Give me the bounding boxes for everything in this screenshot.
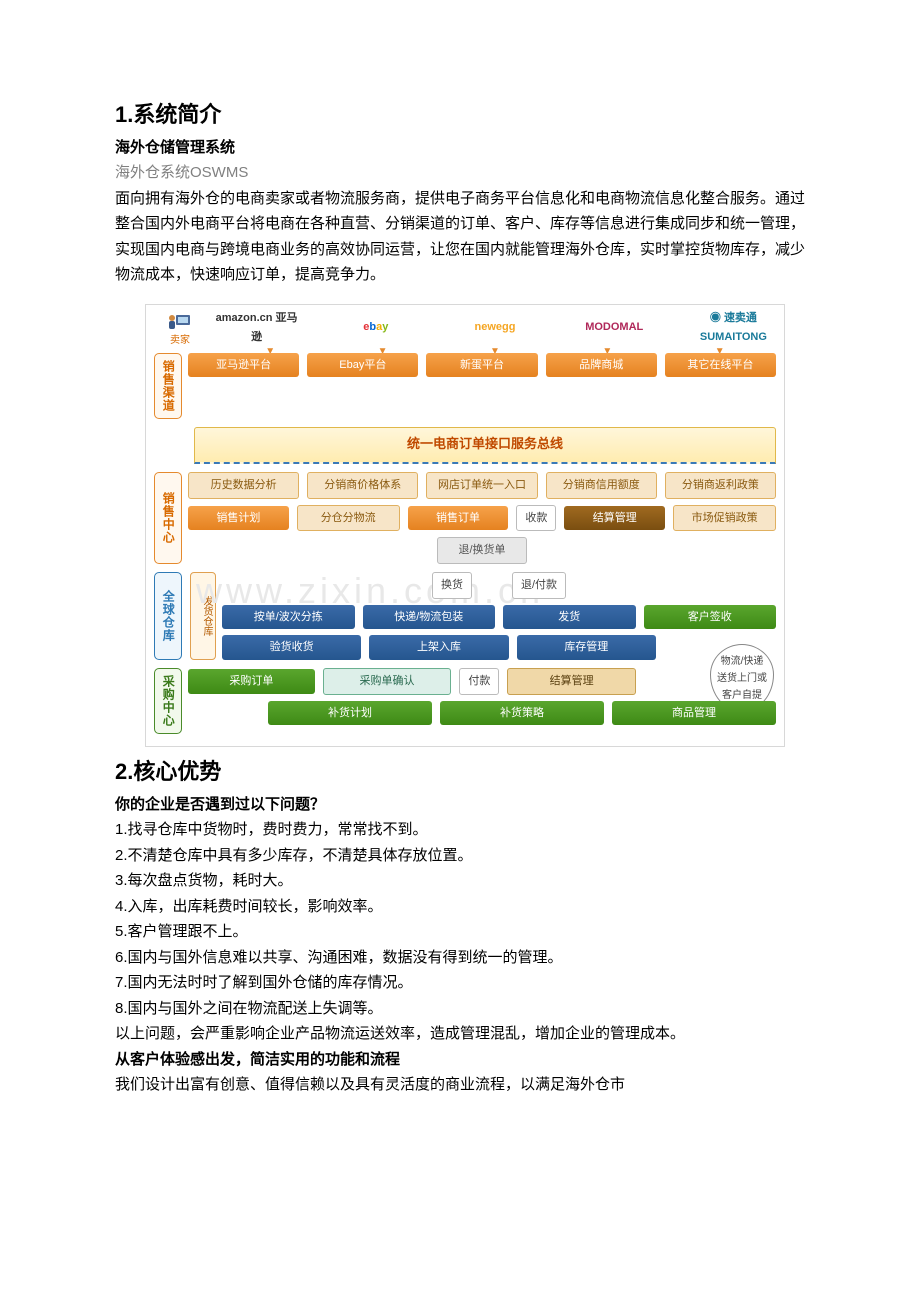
logo-newegg: newegg <box>452 318 537 337</box>
vlabel-warehouse: 全球仓库 <box>154 572 182 660</box>
center-chip: 历史数据分析 <box>188 472 299 499</box>
proc-chip: 补货计划 <box>268 701 432 726</box>
problem-item: 2.不清楚仓库中具有多少库存，不清楚具体存放位置。 <box>115 843 805 869</box>
problem-item: 1.找寻仓库中货物时，费时费力，常常找不到。 <box>115 817 805 843</box>
section1-paragraph: 面向拥有海外仓的电商卖家或者物流服务商，提供电子商务平台信息化和电商物流信息化整… <box>115 186 805 288</box>
section1-heading: 1.系统简介 <box>115 100 805 131</box>
proc-chip: 补货策略 <box>440 701 604 726</box>
procure-section: 采购中心 采购订单 采购单确认 付款 结算管理 补货计划 补货策略 商品管理 <box>154 668 776 734</box>
wh-chip: 换货 <box>432 572 472 599</box>
wh-chip: 按单/波次分拣 <box>222 605 355 630</box>
service-bus: 统一电商订单接口服务总线 <box>194 427 776 464</box>
wh-chip: 验货收货 <box>222 635 361 660</box>
logo-sumaitong: ◉ 速卖通 SUMAITONG <box>691 309 776 346</box>
wh-chip: 上架入库 <box>369 635 508 660</box>
center-chip: 网店订单统一入口 <box>426 472 537 499</box>
wh-chip: 快递/物流包装 <box>363 605 496 630</box>
center-chip: 销售计划 <box>188 506 289 531</box>
vlabel-channel: 销售渠道 <box>154 353 182 419</box>
logo-ebay: ebay <box>333 318 418 337</box>
proc-chip: 结算管理 <box>507 668 636 695</box>
center-chip: 分仓分物流 <box>297 505 400 532</box>
platform-chip: 亚马逊平台 <box>188 353 299 378</box>
wh-chip: 退/付款 <box>512 572 566 599</box>
platforms-row: 亚马逊平台 Ebay平台 新蛋平台 品牌商城 其它在线平台 <box>188 353 776 378</box>
problem-item: 5.客户管理跟不上。 <box>115 919 805 945</box>
problem-summary: 以上问题，会严重影响企业产品物流运送效率，造成管理混乱，增加企业的管理成本。 <box>115 1021 805 1047</box>
problem-item: 8.国内与国外之间在物流配送上失调等。 <box>115 996 805 1022</box>
system-code: 海外仓系统OSWMS <box>115 160 805 186</box>
problem-list: 1.找寻仓库中货物时，费时费力，常常找不到。 2.不清楚仓库中具有多少库存，不清… <box>115 817 805 1021</box>
proc-chip: 采购订单 <box>188 669 315 694</box>
logos-row: amazon.cn 亚马逊 ebay newegg MODOMAL ◉ 速卖通 … <box>154 313 776 343</box>
advantage-bold: 从客户体验感出发，简洁实用的功能和流程 <box>115 1047 805 1073</box>
center-chip: 分销商信用额度 <box>546 472 657 499</box>
section2-heading: 2.核心优势 <box>115 757 805 788</box>
channel-section: 销售渠道 亚马逊平台 Ebay平台 新蛋平台 品牌商城 其它在线平台 <box>154 353 776 419</box>
problem-item: 4.入库，出库耗费时间较长，影响效率。 <box>115 894 805 920</box>
center-chip: 销售订单 <box>408 506 509 531</box>
logo-amazon: amazon.cn 亚马逊 <box>214 309 299 346</box>
problem-item: 7.国内无法时时了解到国外仓储的库存情况。 <box>115 970 805 996</box>
sales-center-section: 销售中心 历史数据分析 分销商价格体系 网店订单统一入口 分销商信用额度 分销商… <box>154 472 776 564</box>
center-chip: 分销商返利政策 <box>665 472 776 499</box>
center-chip: 结算管理 <box>564 506 665 531</box>
logo-modomal: MODOMAL <box>572 318 657 337</box>
seller-icon: 卖家 <box>158 311 202 349</box>
proc-chip: 商品管理 <box>612 701 776 726</box>
vlabel-procure: 采购中心 <box>154 668 182 734</box>
section1-subtitle: 海外仓储管理系统 <box>115 135 805 161</box>
vlabel-center: 销售中心 <box>154 472 182 564</box>
wh-chip: 发货 <box>503 605 636 630</box>
warehouse-sub: 发货仓库 <box>190 572 216 660</box>
problem-item: 3.每次盘点货物，耗时大。 <box>115 868 805 894</box>
center-chip: 收款 <box>516 505 556 532</box>
platform-chip: Ebay平台 <box>307 353 418 378</box>
warehouse-section: 全球仓库 发货仓库 换货 退/付款 按单/波次分拣 快递/物流包装 发货 客户签… <box>154 572 776 660</box>
return-chip: 退/换货单 <box>437 537 526 564</box>
center-chip: 市场促销政策 <box>673 505 776 532</box>
proc-chip: 采购单确认 <box>323 668 452 695</box>
center-chip: 分销商价格体系 <box>307 472 418 499</box>
proc-chip: 付款 <box>459 668 499 695</box>
platform-chip: 品牌商城 <box>546 353 657 378</box>
problem-item: 6.国内与国外信息难以共享、沟通困难，数据没有得到统一的管理。 <box>115 945 805 971</box>
platform-chip: 其它在线平台 <box>665 353 776 378</box>
platform-chip: 新蛋平台 <box>426 353 537 378</box>
advantage-para: 我们设计出富有创意、值得信赖以及具有灵活度的商业流程，以满足海外仓市 <box>115 1072 805 1098</box>
system-flow-diagram: 卖家 amazon.cn 亚马逊 ebay newegg MODOMAL ◉ 速… <box>145 304 785 747</box>
question-bold: 你的企业是否遇到过以下问题？ <box>115 792 805 818</box>
wh-chip: 库存管理 <box>517 635 656 660</box>
wh-chip: 客户签收 <box>644 605 777 630</box>
